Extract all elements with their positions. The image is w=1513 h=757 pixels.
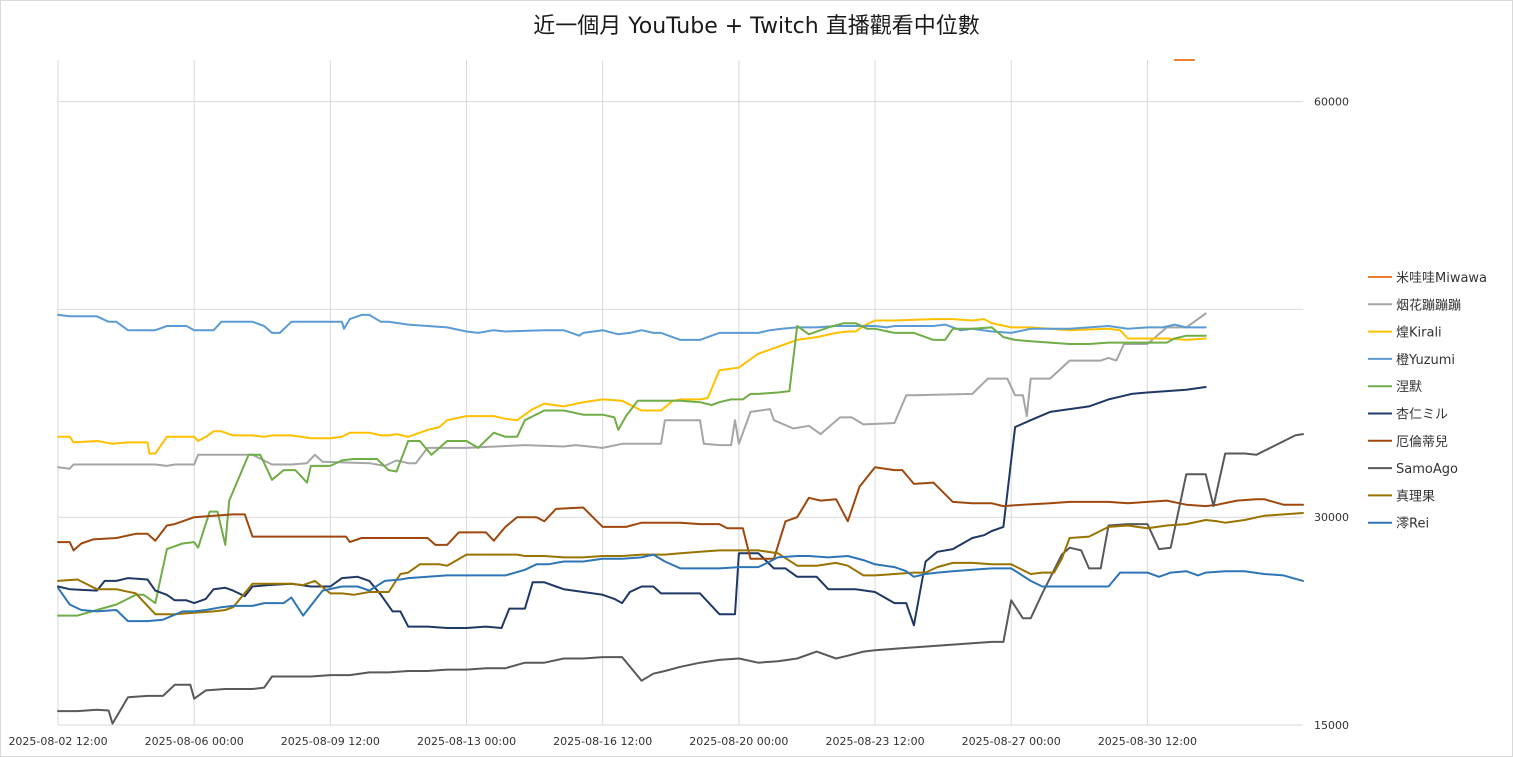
series-line-7	[57, 433, 1304, 725]
legend-label: 真理果	[1396, 489, 1435, 504]
x-tick-label: 2025-08-02 12:00	[8, 735, 107, 748]
series-line-9	[57, 553, 1304, 623]
legend-label: 涅默	[1396, 379, 1422, 395]
legend-label: SamoAgo	[1396, 462, 1458, 477]
series-line-4	[57, 322, 1207, 617]
y-tick-label: 30000	[1314, 511, 1349, 524]
x-tick-label: 2025-08-16 12:00	[553, 735, 652, 748]
series-line-2	[57, 318, 1207, 455]
x-tick-label: 2025-08-13 00:00	[417, 735, 516, 748]
x-axis-ticks: 2025-08-02 12:00 2025-08-06 00:00 2025-08-…	[8, 735, 1197, 748]
legend-label: 澪Rei	[1396, 517, 1429, 532]
x-tick-label: 2025-08-30 12:00	[1098, 735, 1197, 748]
legend-label: 煌Kirali	[1396, 326, 1442, 341]
series-line-1	[57, 312, 1207, 470]
x-tick-label: 2025-08-23 12:00	[825, 735, 924, 748]
chart-title: 近一個月 YouTube + Twitch 直播觀看中位數	[533, 14, 980, 39]
y-axis-ticks: 15000 30000 60000	[1314, 96, 1349, 732]
legend-label: 厄倫蒂兒	[1396, 435, 1448, 450]
series-line-5	[57, 386, 1207, 629]
series-line-8	[57, 512, 1304, 616]
legend-label: 烟花蹦蹦蹦	[1396, 297, 1461, 313]
x-tick-label: 2025-08-20 00:00	[689, 735, 788, 748]
x-tick-label: 2025-08-06 00:00	[145, 735, 244, 748]
gridlines	[57, 60, 1303, 726]
x-tick-label: 2025-08-09 12:00	[281, 735, 380, 748]
x-tick-label: 2025-08-27 00:00	[962, 735, 1061, 748]
series-line-3	[57, 313, 1207, 341]
y-tick-label: 15000	[1314, 719, 1349, 732]
legend-label: 杏仁ミル	[1396, 408, 1448, 423]
legend-label: 橙Yuzumi	[1396, 353, 1455, 368]
series-line-6	[57, 466, 1304, 560]
y-tick-label: 60000	[1314, 96, 1349, 109]
series-lines	[57, 59, 1304, 725]
legend-label: 米哇哇Miwawa	[1396, 271, 1487, 286]
